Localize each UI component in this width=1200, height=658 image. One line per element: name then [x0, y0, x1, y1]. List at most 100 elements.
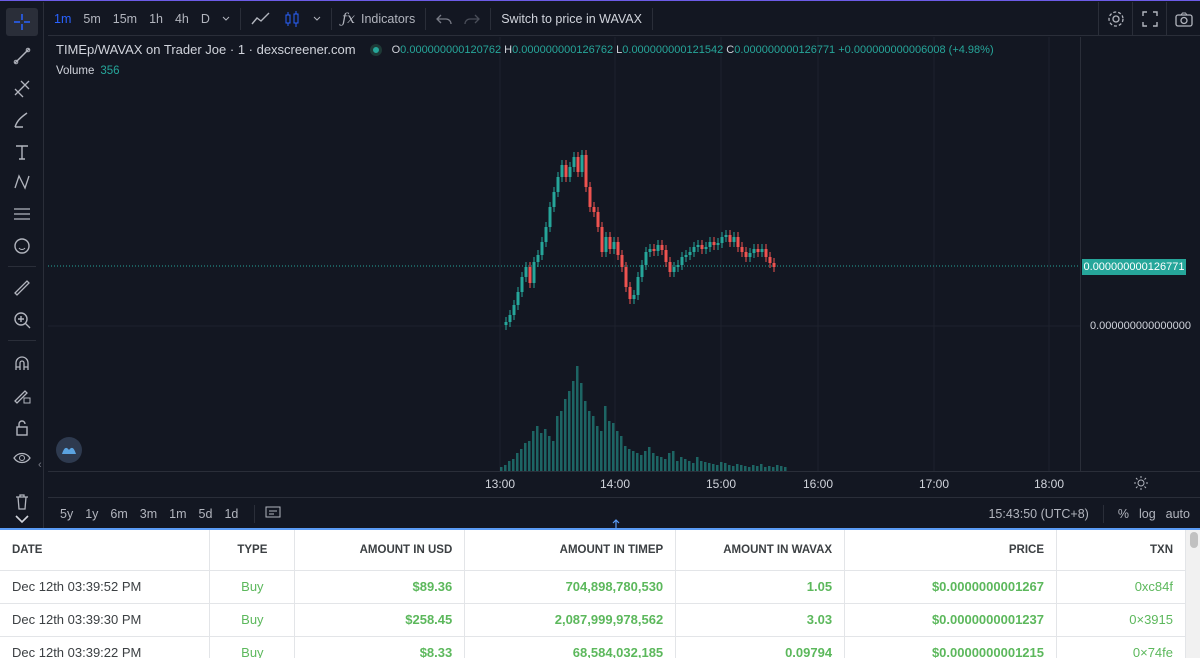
volume-bar	[736, 464, 739, 471]
candle-body	[676, 265, 680, 267]
candle-body	[512, 305, 516, 315]
emoji-icon[interactable]	[6, 232, 38, 260]
candle-body	[600, 227, 604, 252]
range-1d[interactable]: 1d	[224, 506, 239, 521]
timeframe-d[interactable]: D	[200, 11, 210, 26]
zoom-in-icon[interactable]	[6, 306, 38, 334]
text-tool-icon[interactable]	[6, 138, 38, 166]
timeframe-4h[interactable]: 4h	[174, 11, 189, 26]
volume-bar	[692, 463, 695, 471]
volume-bar	[500, 467, 503, 471]
time-axis[interactable]: 13:00 14:00 15:00 16:00 17:00 18:00	[48, 471, 1200, 495]
redo-icon[interactable]	[458, 2, 486, 36]
log-toggle[interactable]: log	[1138, 507, 1156, 521]
candle-body	[552, 192, 556, 207]
column-header-usd[interactable]: AMOUNT IN USD	[294, 530, 466, 571]
switch-price-button[interactable]: Switch to price in WAVAX	[501, 11, 642, 26]
lock-icon[interactable]	[6, 414, 38, 442]
range-6m[interactable]: 6m	[110, 506, 128, 521]
trade-wavax: 1.05	[675, 570, 846, 604]
percent-toggle[interactable]: %	[1117, 507, 1129, 521]
candles-icon[interactable]	[277, 2, 307, 36]
volume-bar	[672, 451, 675, 471]
candle-body	[644, 252, 648, 265]
dexscreener-logo-icon[interactable]	[56, 437, 82, 463]
candle-body	[608, 237, 612, 249]
indicators-button[interactable]: ƒx Indicators	[336, 2, 421, 36]
column-header-price[interactable]: PRICE	[844, 530, 1057, 571]
volume-bar	[712, 464, 715, 471]
chevron-down-icon[interactable]	[216, 2, 236, 36]
pitchfork-icon[interactable]	[6, 74, 38, 102]
chevron-down-icon[interactable]	[0, 509, 44, 529]
volume-bar	[776, 465, 779, 471]
volume-bar	[592, 416, 595, 471]
timeframe-5m[interactable]: 5m	[83, 11, 101, 26]
volume-bar	[532, 431, 535, 471]
column-header-txn[interactable]: TXN	[1056, 530, 1186, 571]
table-scrollbar[interactable]	[1186, 530, 1200, 658]
price-scale[interactable]	[1080, 37, 1200, 471]
trade-txn-link[interactable]: 0×3915	[1056, 603, 1186, 637]
column-header-type[interactable]: TYPE	[209, 530, 296, 571]
trade-timep: 68,584,032,185	[464, 636, 677, 658]
volume-bar	[568, 391, 571, 471]
price-chart[interactable]	[48, 37, 1080, 471]
magnet-icon[interactable]	[6, 350, 38, 378]
ruler-icon[interactable]	[6, 274, 38, 302]
camera-icon[interactable]	[1166, 2, 1200, 36]
range-5d[interactable]: 5d	[198, 506, 213, 521]
volume-bar	[628, 449, 631, 471]
column-header-wavax[interactable]: AMOUNT IN WAVAX	[675, 530, 846, 571]
candle-body	[528, 267, 532, 283]
candle-body	[672, 267, 676, 272]
lock-drawing-icon[interactable]	[6, 382, 38, 410]
volume-bar	[684, 459, 687, 471]
candle-body	[572, 157, 576, 167]
gear-icon[interactable]	[1098, 2, 1132, 36]
volume-bar	[764, 467, 767, 471]
trade-date: Dec 12th 03:39:52 PM	[0, 570, 211, 604]
candle-body	[632, 295, 636, 299]
candle-body	[612, 242, 616, 249]
eye-icon[interactable]	[6, 444, 38, 472]
trade-txn-link[interactable]: 0xc84f	[1056, 570, 1186, 604]
trade-txn-link[interactable]: 0×74fe	[1056, 636, 1186, 658]
chevron-down-icon[interactable]	[307, 2, 327, 36]
candle-body	[652, 249, 656, 251]
volume-bar	[740, 465, 743, 471]
volume-bar	[696, 457, 699, 471]
range-3m[interactable]: 3m	[139, 506, 158, 521]
column-header-date[interactable]: DATE	[0, 530, 211, 571]
timeframe-1m[interactable]: 1m	[54, 11, 72, 26]
panel-divider[interactable]	[0, 528, 1200, 530]
sun-icon[interactable]	[1134, 476, 1148, 493]
crosshair-icon[interactable]	[6, 8, 38, 36]
volume-bar	[632, 451, 635, 471]
volume-bar	[524, 443, 527, 471]
goto-date-icon[interactable]	[265, 505, 281, 522]
auto-toggle[interactable]: auto	[1165, 507, 1190, 521]
prediction-icon[interactable]	[6, 200, 38, 228]
timeframe-15m[interactable]: 15m	[112, 11, 138, 26]
candle-body	[548, 207, 552, 227]
column-header-timep[interactable]: AMOUNT IN TIMEP	[464, 530, 677, 571]
volume-bar	[552, 441, 555, 471]
fullscreen-icon[interactable]	[1132, 2, 1166, 36]
collapse-left-icon[interactable]: ‹	[38, 459, 42, 471]
trend-line-icon[interactable]	[6, 42, 38, 70]
line-chart-icon[interactable]	[245, 2, 277, 36]
range-1y[interactable]: 1y	[85, 506, 99, 521]
range-5y[interactable]: 5y	[60, 506, 74, 521]
range-1m[interactable]: 1m	[169, 506, 187, 521]
volume-bar	[704, 462, 707, 471]
trash-icon[interactable]	[6, 488, 38, 516]
timeframe-1h[interactable]: 1h	[149, 11, 163, 26]
candle-body	[624, 267, 628, 287]
undo-icon[interactable]	[430, 2, 458, 36]
volume-bar	[580, 383, 583, 471]
brush-icon[interactable]	[6, 106, 38, 134]
volume-bar	[544, 429, 547, 471]
candle-body	[768, 257, 772, 263]
pattern-icon[interactable]	[6, 168, 38, 196]
